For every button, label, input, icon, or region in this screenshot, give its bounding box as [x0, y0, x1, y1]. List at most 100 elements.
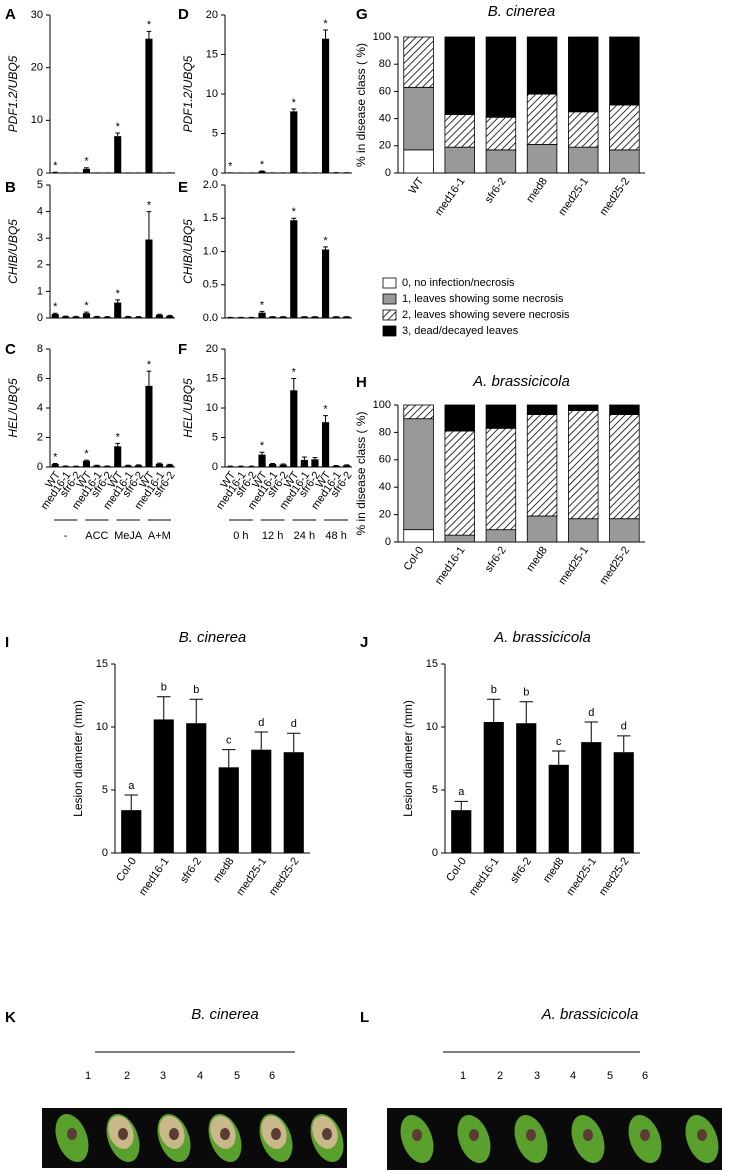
x-tick-label: Col-0	[402, 545, 427, 573]
error-bar	[323, 415, 328, 423]
sample-number: 1	[85, 1070, 91, 1082]
bar-segment	[609, 404, 640, 415]
annotation: *	[116, 121, 121, 133]
bar	[321, 249, 330, 318]
y-tick-label: 4	[37, 206, 43, 218]
bar	[451, 810, 472, 853]
bar	[548, 764, 569, 853]
error-bar	[157, 696, 171, 720]
y-tick-label: 5	[102, 784, 108, 796]
leaf-spot	[271, 1128, 281, 1140]
panel-letter: H	[356, 374, 367, 391]
y-axis-label: % in disease class ( %)	[354, 411, 368, 535]
leaf-spot	[583, 1129, 593, 1141]
bar-segment	[609, 149, 640, 174]
y-tick-label: 10	[206, 402, 218, 414]
bar-segment	[526, 36, 558, 95]
annotation: *	[323, 235, 328, 247]
bar	[321, 38, 330, 174]
annotation: d	[258, 717, 264, 729]
leaf-spot	[169, 1128, 179, 1140]
error-bar	[291, 108, 297, 112]
x-tick-label: med8	[524, 545, 550, 574]
y-tick-label: 2	[37, 431, 43, 443]
annotation: *	[323, 404, 328, 416]
bar	[155, 314, 163, 318]
bar	[300, 316, 308, 318]
error-bar	[487, 698, 501, 722]
legend-label: 0, no infection/necrosis	[402, 277, 515, 289]
sample-number: 4	[570, 1070, 576, 1082]
bar	[72, 466, 80, 467]
bar-segment	[444, 36, 475, 115]
group-label: MeJA	[114, 530, 143, 542]
bar	[516, 723, 537, 853]
error-bar	[167, 314, 173, 316]
x-tick-label: med16-1	[467, 856, 502, 898]
y-axis-label: Lesion diameter (mm)	[71, 700, 85, 817]
leaf-spot	[67, 1128, 77, 1140]
x-tick-label: med25-2	[598, 545, 633, 587]
annotation: *	[292, 97, 297, 109]
y-tick-label: 1.5	[203, 212, 218, 224]
bar-segment	[568, 111, 599, 148]
error-bar	[552, 750, 566, 765]
bar	[290, 111, 298, 173]
panel-letter: B	[5, 179, 16, 196]
x-tick-label: sfr6-2	[508, 856, 534, 886]
error-bar	[157, 462, 162, 464]
group-label: 48 h	[325, 530, 346, 542]
bar-segment	[485, 36, 517, 118]
bar	[82, 168, 90, 173]
sample-number: 2	[497, 1070, 503, 1082]
bar	[166, 464, 174, 467]
photo	[387, 1108, 722, 1170]
bar	[82, 460, 90, 467]
bar	[311, 316, 319, 318]
group-label: ACC	[85, 530, 108, 542]
bar	[114, 302, 122, 318]
y-tick-label: 20	[206, 9, 218, 21]
y-tick-label: 2	[37, 259, 43, 271]
photo	[42, 1108, 347, 1168]
bar-segment	[609, 104, 640, 151]
bar	[613, 752, 634, 853]
bar	[258, 454, 266, 467]
legend-label: 2, leaves showing severe necrosis	[402, 309, 570, 321]
group-label: A+M	[148, 530, 171, 542]
y-tick-label: 15	[426, 658, 438, 670]
x-tick-label: med16-1	[137, 856, 172, 898]
bar	[114, 446, 122, 467]
bar-segment	[485, 116, 517, 151]
y-tick-label: 10	[96, 721, 108, 733]
chart-title: A. brassicicola	[493, 629, 591, 646]
bar	[321, 422, 330, 467]
annotation: d	[621, 721, 627, 733]
bar	[279, 464, 287, 467]
annotation: *	[53, 301, 58, 313]
sample-number: 3	[534, 1070, 540, 1082]
error-bar	[146, 30, 152, 39]
bar-segment	[609, 36, 640, 106]
error-bar	[124, 794, 138, 811]
annotation: *	[260, 440, 265, 452]
bar	[290, 220, 298, 318]
bar-segment	[568, 410, 599, 520]
annotation: *	[292, 206, 297, 218]
error-bar	[115, 299, 121, 303]
panel-letter: E	[178, 179, 188, 196]
photo-title: B. cinerea	[191, 1006, 259, 1023]
error-bar	[84, 311, 89, 314]
bar-segment	[444, 404, 475, 432]
error-bar	[259, 310, 265, 313]
y-tick-label: 10	[206, 88, 218, 100]
chart-title: A. brassicicola	[472, 373, 570, 390]
annotation: b	[491, 684, 497, 696]
error-bar	[115, 132, 121, 137]
bar	[153, 719, 174, 853]
annotation: b	[523, 687, 529, 699]
bar-segment	[444, 114, 475, 148]
x-tick-label: Col-0	[444, 856, 469, 884]
annotation: c	[556, 736, 562, 748]
chart-title: B. cinerea	[179, 629, 247, 646]
